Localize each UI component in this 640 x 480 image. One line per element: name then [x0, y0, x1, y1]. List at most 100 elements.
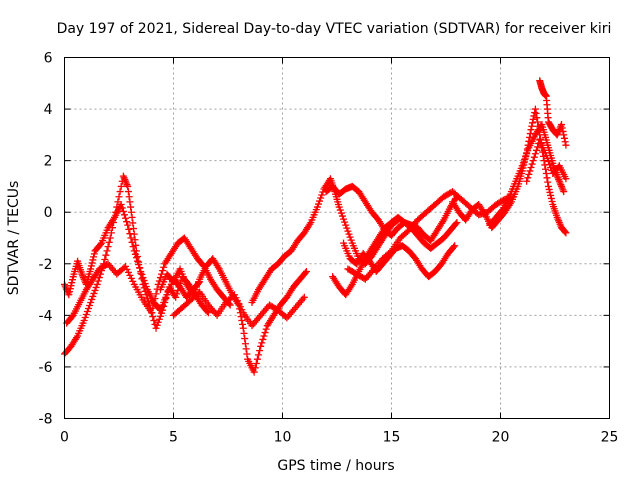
data-point [302, 268, 310, 276]
data-point-interp [341, 218, 349, 226]
data-point [80, 317, 88, 325]
data-point [117, 200, 125, 208]
data-point-interp [125, 193, 133, 201]
series-sat-j [344, 188, 518, 283]
data-point-interp [527, 164, 535, 172]
data-point-interp [261, 329, 269, 337]
data-point-interp [154, 318, 162, 326]
data-point-interp [92, 283, 100, 291]
data-point [558, 121, 566, 129]
data-point-interp [88, 295, 96, 303]
data-point [531, 105, 539, 113]
data-point-interp [546, 161, 554, 169]
data-point [529, 157, 537, 165]
data-point-interp [88, 259, 96, 267]
data-point-interp [81, 314, 89, 322]
data-point-interp [126, 230, 134, 238]
x-tick-label: 10 [274, 430, 292, 446]
data-point-interp [150, 317, 158, 325]
data-point-interp [546, 188, 554, 196]
data-point-interp [543, 174, 551, 182]
data-point-interp [524, 147, 532, 155]
data-point-interp [68, 276, 76, 284]
data-point-interp [558, 124, 566, 132]
data-point-interp [544, 158, 552, 166]
y-tick-label: -4 [39, 308, 53, 324]
data-point-interp [91, 286, 99, 294]
data-point-interp [241, 340, 249, 348]
data-point [128, 213, 136, 221]
data-point-interp [526, 167, 534, 175]
data-point-interp [149, 304, 157, 312]
data-point-interp [242, 345, 250, 353]
data-point-interp [117, 182, 125, 190]
data-point-interp [528, 122, 536, 130]
x-tick-label: 25 [601, 430, 619, 446]
data-point-interp [239, 320, 247, 328]
data-point [204, 309, 212, 317]
data-point-interp [531, 150, 539, 158]
data-point-interp [545, 185, 553, 193]
data-point-interp [155, 277, 163, 285]
data-point-interp [337, 209, 345, 217]
data-point-interp [103, 247, 111, 255]
data-point-interp [547, 164, 555, 172]
data-point-interp [232, 294, 240, 302]
data-point-interp [66, 285, 74, 293]
data-point [562, 175, 570, 183]
data-point-interp [155, 315, 163, 323]
data-point-interp [173, 290, 181, 298]
data-point [342, 221, 350, 229]
data-point [527, 126, 535, 134]
data-point-interp [152, 290, 160, 298]
series-sat-d [156, 255, 310, 376]
data-point [130, 247, 138, 255]
data-point-interp [560, 131, 568, 139]
x-tick-label: 0 [60, 430, 69, 446]
data-point-interp [542, 170, 550, 178]
series-sat-m [536, 77, 570, 149]
y-tick-label: 4 [44, 102, 53, 118]
data-point-interp [135, 261, 143, 269]
data-point-interp [84, 304, 92, 312]
data-point-interp [203, 307, 211, 315]
plot-frame [64, 57, 610, 419]
data-point-interp [149, 313, 157, 321]
data-point-interp [346, 233, 354, 241]
data-point-interp [159, 267, 167, 275]
data-point-interp [129, 219, 137, 227]
data-point [231, 291, 239, 299]
data-point [93, 280, 101, 288]
data-point-interp [528, 119, 536, 127]
data-point [172, 293, 180, 301]
data-point-interp [126, 271, 134, 279]
data-point-interp [129, 243, 137, 251]
data-point-interp [524, 174, 532, 182]
data-point [451, 242, 459, 250]
data-point-interp [119, 207, 127, 215]
data-point-interp [520, 156, 528, 164]
data-point [87, 265, 95, 273]
data-point-interp [561, 138, 569, 146]
data-point [300, 293, 308, 301]
data-point-interp [534, 143, 542, 151]
x-axis-label: GPS time / hours [277, 458, 394, 474]
data-point-interp [101, 255, 109, 263]
data-point-interp [129, 277, 137, 285]
data-point-interp [344, 227, 352, 235]
data-point-interp [94, 277, 102, 285]
data-point-interp [544, 178, 552, 186]
data-point [137, 268, 145, 276]
data-point [562, 141, 570, 149]
y-tick-label: 0 [44, 205, 53, 221]
data-point-interp [547, 194, 555, 202]
data-point [544, 182, 552, 190]
data-point-interp [523, 150, 531, 158]
data-point-interp [347, 236, 355, 244]
data-point-interp [543, 154, 551, 162]
data-point-interp [317, 194, 325, 202]
data-point-interp [102, 251, 110, 259]
data-point-interp [150, 299, 158, 307]
